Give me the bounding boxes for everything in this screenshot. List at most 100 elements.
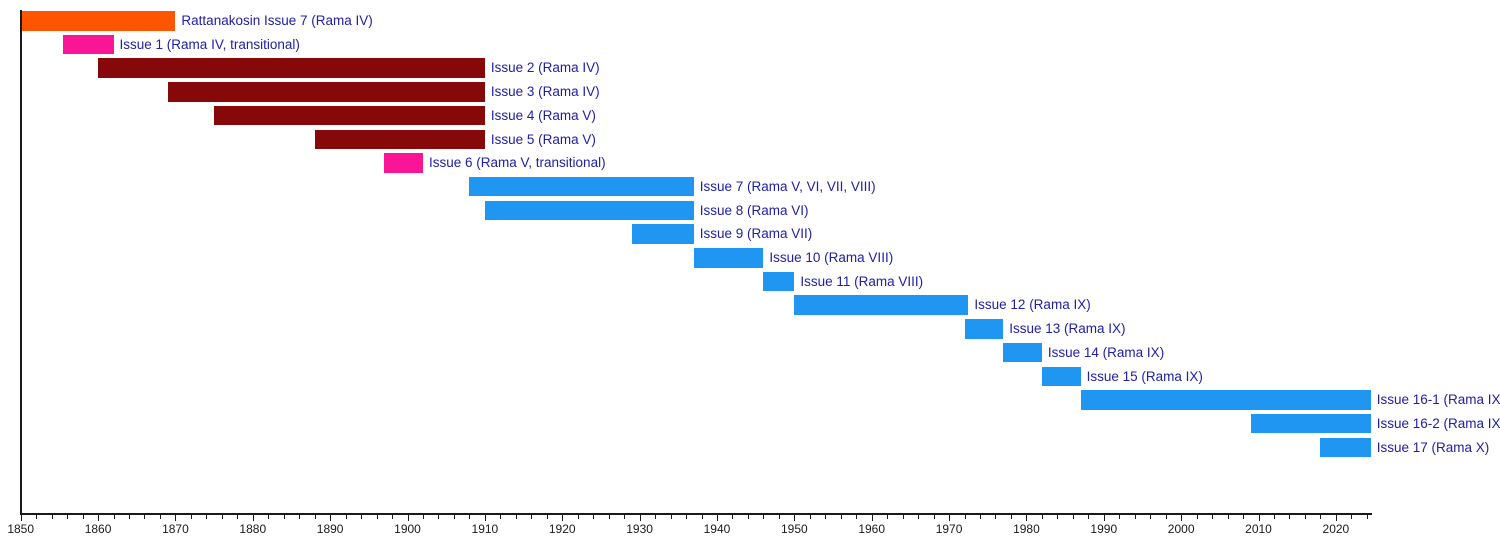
minor-tick-1918 [546,515,548,519]
minor-tick-1978 [1010,515,1012,519]
timeline-bar-issue-14-rama-ix [1003,342,1042,363]
major-tick-2000 [1181,515,1183,521]
minor-tick-1934 [670,515,672,519]
major-tick-1940 [716,515,718,521]
major-tick-1910 [484,515,486,521]
minor-tick-1982 [1041,515,1043,519]
minor-tick-2006 [1227,515,1229,519]
minor-tick-1994 [1134,515,1136,519]
timeline-bar-issue-7-rama-v-vi-vii-viii [469,176,694,197]
minor-tick-1972 [964,515,966,519]
minor-tick-1874 [206,515,208,519]
axis-tick-label-1970: 1970 [935,522,963,536]
bar-label-issue-9-rama-vii: Issue 9 (Rama VII) [699,226,813,242]
bar-label-issue-16-2-rama-ix: Issue 16-2 (Rama IX) [1376,415,1500,431]
bar-label-issue-10-rama-viii: Issue 10 (Rama VIII) [769,250,894,265]
minor-tick-2024 [1366,515,1368,519]
minor-tick-1948 [778,515,780,519]
minor-tick-1892 [345,515,347,519]
minor-tick-1976 [995,515,997,519]
major-tick-1980 [1026,515,1028,521]
minor-tick-2004 [1212,515,1214,519]
minor-tick-2012 [1273,515,1275,519]
minor-tick-1906 [453,515,455,519]
timeline-bar-issue-16-2-rama-ix [1250,413,1371,434]
minor-tick-1942 [732,515,734,519]
timeline-bar-issue-6-rama-v-transitional [384,153,423,173]
axis-tick-label-2010: 2010 [1245,522,1272,536]
minor-tick-1938 [701,515,703,519]
axis-tick-label-1940: 1940 [703,522,731,536]
minor-tick-1882 [268,515,270,519]
axis-tick-label-1910: 1910 [471,522,499,536]
minor-tick-1926 [608,515,610,519]
axis-tick-label-1880: 1880 [239,522,267,536]
minor-tick-1922 [577,515,579,519]
major-tick-1930 [639,515,641,521]
timeline-bar-issue-15-rama-ix [1041,366,1081,386]
minor-tick-1954 [825,515,827,519]
minor-tick-1952 [809,515,811,519]
bar-label-issue-6-rama-v-transitional: Issue 6 (Rama V, transitional) [428,155,606,171]
minor-tick-1992 [1119,515,1121,519]
minor-tick-1968 [933,515,935,519]
minor-tick-1998 [1165,515,1167,519]
minor-tick-1956 [840,515,842,519]
minor-tick-1988 [1088,515,1090,519]
timeline-bar-issue-1-rama-iv-transitional [63,34,114,55]
timeline-bar-issue-17-rama-x [1320,437,1371,458]
timeline-bar-issue-5-rama-v [314,129,485,149]
major-tick-1960 [871,515,873,521]
minor-tick-2016 [1304,515,1306,519]
axis-tick-label-1900: 1900 [394,522,421,536]
bar-label-issue-1-rama-iv-transitional: Issue 1 (Rama IV, transitional) [119,36,300,52]
timeline-bar-issue-3-rama-iv [167,82,485,102]
minor-tick-1984 [1057,515,1059,519]
y-axis-line [19,10,22,515]
minor-tick-1944 [747,515,749,519]
timeline-bar-issue-12-rama-ix [794,295,969,315]
minor-tick-1964 [902,515,904,519]
axis-tick-label-2020: 2020 [1322,522,1350,536]
bar-label-issue-11-rama-viii: Issue 11 (Rama VIII) [800,273,924,289]
minor-tick-1866 [144,515,146,519]
major-tick-1970 [949,515,951,521]
bar-label-issue-15-rama-ix: Issue 15 (Rama IX) [1086,368,1203,384]
bar-label-issue-12-rama-ix: Issue 12 (Rama IX) [974,297,1091,313]
timeline-bar-issue-13-rama-ix [964,319,1004,339]
axis-tick-label-1930: 1930 [626,522,653,536]
major-tick-1860 [98,515,100,521]
minor-tick-1986 [1072,515,1074,519]
timeline-bar-issue-9-rama-vii [631,224,694,244]
bar-label-rattanakosin-issue-7-rama-iv: Rattanakosin Issue 7 (Rama IV) [181,13,373,28]
major-tick-1890 [330,515,332,521]
timeline-bar-issue-16-1-rama-ix [1080,390,1371,410]
timeline-bar-issue-11-rama-viii [763,271,795,292]
axis-tick-label-1850: 1850 [7,522,35,536]
bar-label-issue-4-rama-v: Issue 4 (Rama V) [490,107,596,123]
minor-tick-2002 [1196,515,1198,519]
minor-tick-1912 [500,515,502,519]
minor-tick-1904 [438,515,440,519]
timeline-bar-issue-4-rama-v [214,105,485,126]
timeline-bar-issue-2-rama-iv [98,58,485,78]
minor-tick-1876 [221,515,223,519]
bar-label-issue-16-1-rama-ix: Issue 16-1 (Rama IX) [1376,392,1500,408]
major-tick-2020 [1335,515,1337,521]
minor-tick-1928 [624,515,626,519]
minor-tick-2018 [1320,515,1322,519]
minor-tick-1858 [82,515,84,519]
major-tick-1880 [252,515,254,521]
minor-tick-1946 [763,515,765,519]
axis-tick-label-1960: 1960 [858,522,886,536]
axis-tick-label-1890: 1890 [316,522,344,536]
major-tick-1950 [794,515,796,521]
major-tick-1990 [1103,515,1105,521]
axis-tick-label-2000: 2000 [1167,522,1195,536]
minor-tick-1974 [980,515,981,519]
major-tick-2010 [1258,515,1260,521]
major-tick-1850 [20,515,22,521]
axis-tick-label-1980: 1980 [1013,522,1040,536]
bar-label-issue-8-rama-vi: Issue 8 (Rama VI) [699,202,809,218]
minor-tick-1886 [299,515,301,519]
